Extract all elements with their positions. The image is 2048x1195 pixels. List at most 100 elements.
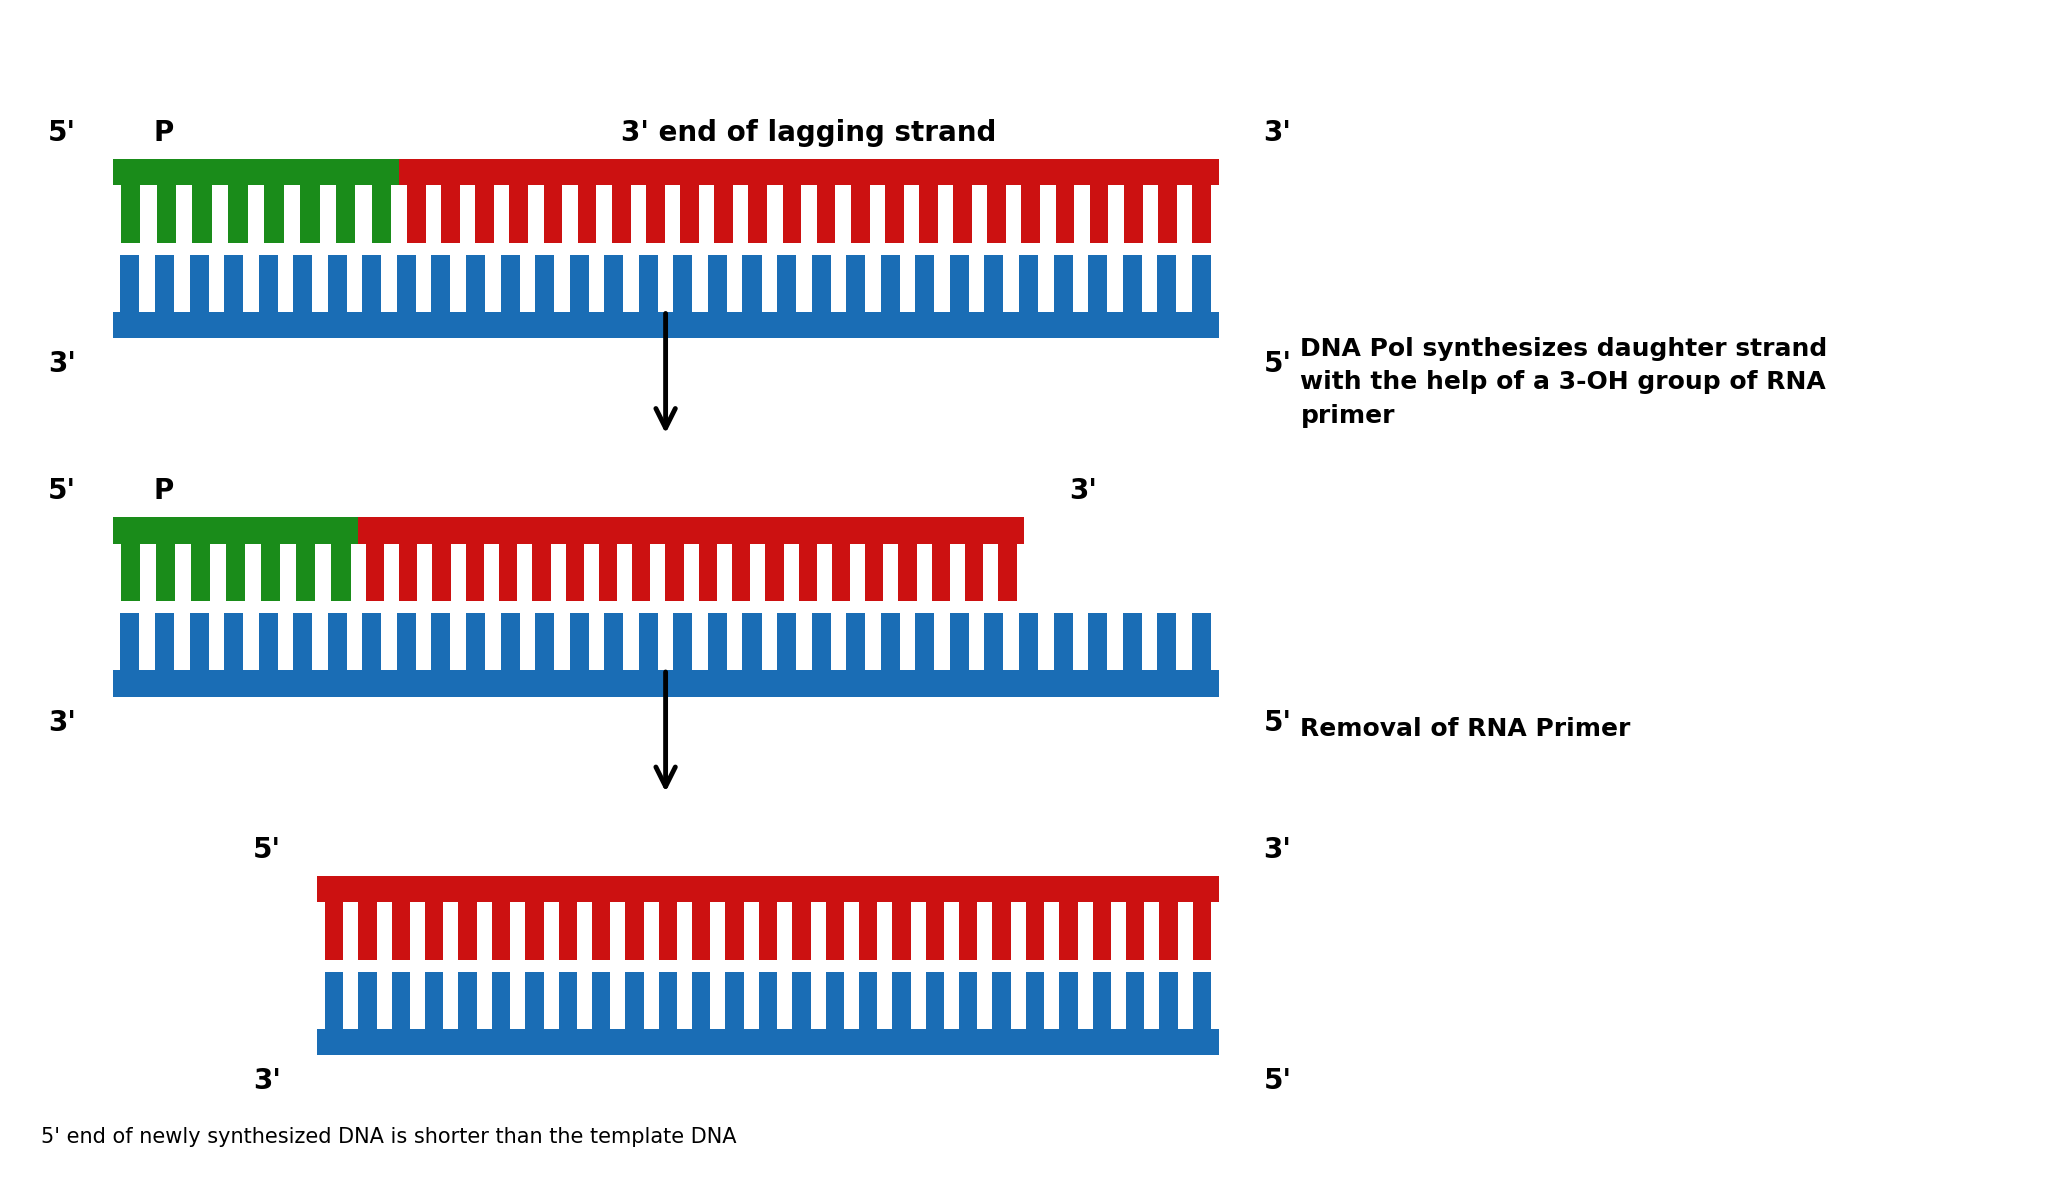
Bar: [227, 185, 248, 243]
Bar: [113, 517, 358, 544]
Bar: [223, 255, 244, 312]
Bar: [725, 902, 743, 960]
Bar: [1192, 972, 1210, 1029]
Bar: [881, 255, 899, 312]
Bar: [1157, 255, 1176, 312]
Bar: [893, 902, 911, 960]
Bar: [958, 902, 977, 960]
Bar: [725, 972, 743, 1029]
Bar: [1157, 185, 1178, 243]
Bar: [121, 255, 139, 312]
Text: 5' end of newly synthesized DNA is shorter than the template DNA: 5' end of newly synthesized DNA is short…: [41, 1127, 737, 1147]
Bar: [328, 255, 346, 312]
Bar: [743, 255, 762, 312]
Text: 3': 3': [1069, 478, 1098, 505]
Bar: [121, 185, 141, 243]
Bar: [1159, 902, 1178, 960]
Bar: [1026, 902, 1044, 960]
Bar: [598, 544, 616, 601]
Bar: [709, 255, 727, 312]
Bar: [500, 544, 518, 601]
Text: 5': 5': [252, 836, 281, 864]
Bar: [578, 185, 596, 243]
Bar: [831, 544, 850, 601]
Bar: [952, 185, 973, 243]
Bar: [524, 902, 543, 960]
Bar: [1122, 613, 1141, 670]
Bar: [193, 185, 213, 243]
Bar: [850, 185, 870, 243]
Bar: [569, 613, 588, 670]
Bar: [121, 544, 139, 601]
Bar: [532, 544, 551, 601]
Bar: [543, 185, 563, 243]
Bar: [362, 613, 381, 670]
Bar: [715, 185, 733, 243]
Bar: [190, 544, 211, 601]
Bar: [1192, 255, 1210, 312]
Bar: [858, 902, 877, 960]
Bar: [965, 544, 983, 601]
Bar: [760, 902, 776, 960]
Bar: [846, 255, 864, 312]
Bar: [397, 255, 416, 312]
Bar: [1053, 255, 1073, 312]
Bar: [760, 972, 776, 1029]
Bar: [113, 670, 1219, 697]
Bar: [1192, 613, 1210, 670]
Bar: [993, 902, 1012, 960]
Bar: [336, 185, 356, 243]
Bar: [1192, 185, 1210, 243]
Bar: [328, 613, 346, 670]
Text: 3': 3': [252, 1067, 281, 1095]
Bar: [510, 185, 528, 243]
Bar: [782, 185, 801, 243]
Bar: [1090, 185, 1108, 243]
Bar: [625, 902, 643, 960]
Bar: [293, 255, 311, 312]
Bar: [358, 517, 1024, 544]
Bar: [858, 972, 877, 1029]
Bar: [432, 544, 451, 601]
Bar: [899, 544, 918, 601]
Bar: [881, 613, 899, 670]
Bar: [492, 972, 510, 1029]
Bar: [915, 613, 934, 670]
Text: 5': 5': [1264, 350, 1292, 378]
Bar: [440, 185, 461, 243]
Bar: [864, 544, 883, 601]
Bar: [500, 613, 520, 670]
Bar: [748, 185, 768, 243]
Text: P: P: [154, 478, 174, 505]
Bar: [1020, 613, 1038, 670]
Bar: [817, 185, 836, 243]
Bar: [698, 544, 717, 601]
Bar: [432, 613, 451, 670]
Bar: [766, 544, 784, 601]
Bar: [1026, 972, 1044, 1029]
Bar: [604, 255, 623, 312]
Bar: [811, 255, 831, 312]
Bar: [1126, 902, 1145, 960]
Text: 3' end of lagging strand: 3' end of lagging strand: [621, 120, 997, 147]
Bar: [915, 255, 934, 312]
Bar: [326, 972, 344, 1029]
Bar: [639, 255, 657, 312]
Bar: [731, 544, 750, 601]
Bar: [391, 972, 410, 1029]
Bar: [467, 613, 485, 670]
Bar: [885, 185, 903, 243]
Bar: [317, 876, 1219, 902]
Bar: [500, 255, 520, 312]
Bar: [1157, 613, 1176, 670]
Bar: [674, 255, 692, 312]
Bar: [985, 613, 1004, 670]
Bar: [190, 255, 209, 312]
Bar: [260, 544, 281, 601]
Bar: [799, 544, 817, 601]
Bar: [1059, 902, 1077, 960]
Bar: [426, 902, 444, 960]
Bar: [1020, 255, 1038, 312]
Bar: [958, 972, 977, 1029]
Bar: [1159, 972, 1178, 1029]
